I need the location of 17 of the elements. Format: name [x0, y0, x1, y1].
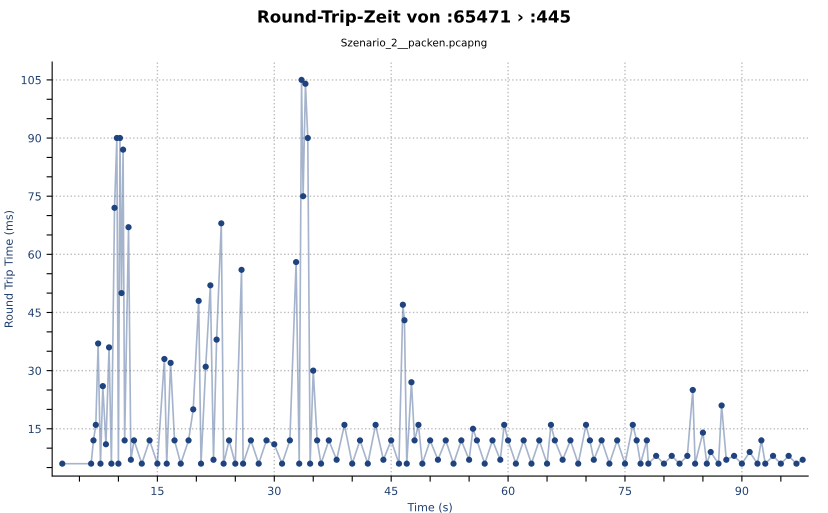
- x-tick-label: 15: [152, 486, 164, 496]
- x-tick-label: 30: [268, 486, 281, 496]
- y-tick-label: 30: [28, 366, 42, 376]
- y-axis-title: Round Trip Time (ms): [4, 210, 15, 328]
- y-tick-label: 90: [28, 134, 42, 142]
- x-axis-title: Time (s): [408, 502, 452, 513]
- x-tick-label: 75: [618, 486, 632, 496]
- y-tick-label: 105: [22, 76, 41, 84]
- y-tick-label: 45: [28, 308, 41, 317]
- y-tick-label: 75: [28, 192, 41, 201]
- y-tick-label: 15: [28, 424, 41, 434]
- chart-subtitle: Szenario_2__packen.pcapng: [341, 38, 486, 49]
- x-tick-label: 45: [384, 486, 398, 496]
- x-tick-label: 90: [736, 486, 748, 496]
- chart-title: Round-Trip-Zeit von :65471 › :445: [258, 10, 570, 26]
- x-tick-label: 60: [502, 486, 514, 496]
- y-tick-label: 60: [28, 250, 42, 259]
